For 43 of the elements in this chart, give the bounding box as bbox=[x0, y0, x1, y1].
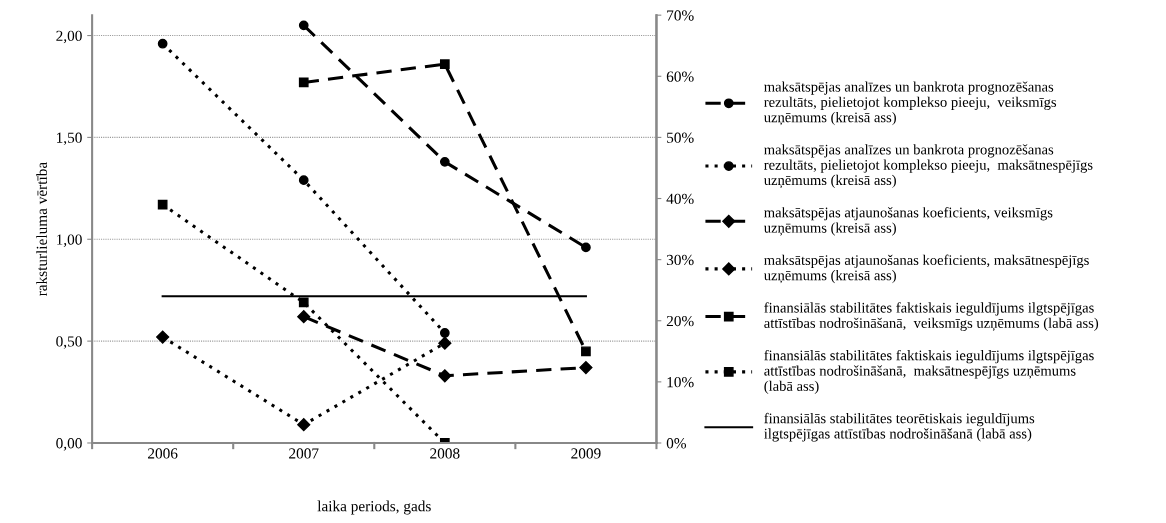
y2-tick-label: 70% bbox=[667, 10, 694, 21]
point bbox=[438, 336, 452, 350]
x-tick-label: 2006 bbox=[148, 448, 178, 459]
x-tick-label: 2009 bbox=[571, 448, 601, 459]
y-tick-label: 0,00 bbox=[56, 438, 82, 451]
point bbox=[156, 330, 170, 344]
y2-tick-label: 20% bbox=[666, 315, 694, 327]
legend-label: finansiālās stabilitātes faktiskais ieguldījums ilgtspējīgas attīstības nodrošināšanā, veiksmīgs uzņēmums (labā ass) bbox=[764, 302, 1099, 331]
y-axis-title: raksturlieluma vērtība bbox=[36, 162, 47, 297]
point bbox=[579, 361, 593, 375]
y2-tick-label: 60% bbox=[666, 71, 694, 82]
x-axis-title: laika periods, gads bbox=[317, 500, 431, 515]
y-tick-label: 0,50 bbox=[56, 336, 82, 349]
y-tick-label: 2,00 bbox=[56, 30, 82, 44]
point bbox=[157, 38, 168, 49]
point bbox=[439, 156, 450, 167]
y-tick-label: 1,00 bbox=[57, 234, 82, 247]
x-tick-label: 2007 bbox=[289, 448, 319, 459]
point bbox=[298, 297, 309, 308]
point bbox=[157, 199, 168, 210]
point bbox=[439, 59, 450, 69]
y2-tick-label: 10% bbox=[667, 377, 694, 388]
point bbox=[438, 369, 452, 383]
point bbox=[297, 310, 311, 324]
y2-tick-label: 50% bbox=[667, 132, 694, 143]
y2-tick-label: 0% bbox=[666, 438, 687, 449]
legend-label: finansiālās stabilitātes teorētiskais ieguldījums ilgtspējīgas attīstības nodrošināšanā (labā ass) bbox=[764, 412, 1035, 442]
x-tick-label: 2008 bbox=[430, 448, 460, 459]
y2-tick-label: 40% bbox=[666, 193, 694, 205]
legend-label: maksātspējas atjaunošanas koeficients, maksātnespējīgs uzņēmums (kreisā ass) bbox=[763, 254, 1089, 284]
point bbox=[298, 175, 309, 186]
legend-label: finansiālās stabilitātes faktiskais ieguldījums ilgtspējīgas attīstības nodrošināšanā, maksātnespējīgs uzņēmums (labā ass) bbox=[764, 349, 1094, 394]
point bbox=[298, 20, 309, 31]
point bbox=[439, 328, 450, 338]
point bbox=[581, 346, 591, 357]
legend-label: maksātspējas analīzes un bankrota prognozēšanas rezultāts, pielietojot komplekso pieeju, maksātnespējīgs uzņēmums (kreisā ass) bbox=[763, 144, 1093, 189]
point bbox=[297, 418, 311, 432]
y-tick-label: 1,50 bbox=[57, 132, 82, 146]
y2-tick-label: 30% bbox=[666, 254, 694, 266]
point bbox=[581, 242, 591, 253]
point bbox=[298, 77, 309, 88]
legend-label: maksātspējas analīzes un bankrota prognozēšanas rezultāts, pielietojot komplekso pieeju, veiksmīgs uzņēmums (kreisā ass) bbox=[763, 81, 1057, 126]
legend-label: maksātspējas atjaunošanas koeficients, veiksmīgs uzņēmums (kreisā ass) bbox=[763, 206, 1053, 236]
